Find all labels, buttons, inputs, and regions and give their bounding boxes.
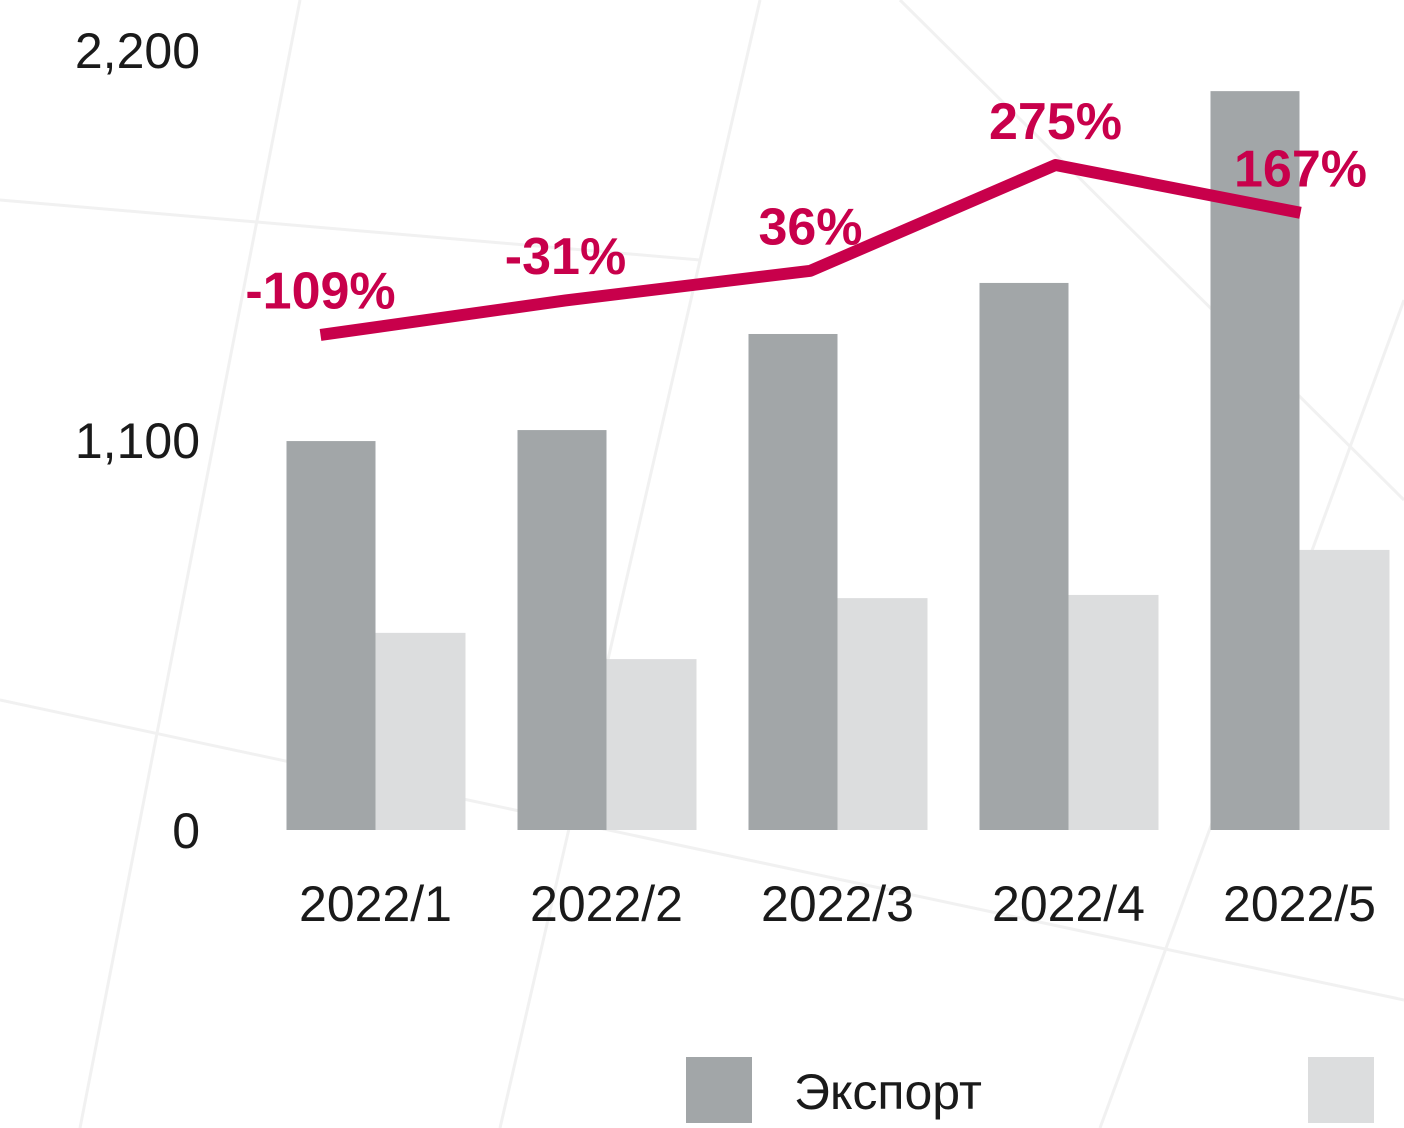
bar: [748, 333, 838, 830]
x-tick-label: 2022/1: [299, 876, 452, 932]
bar: [1068, 594, 1159, 830]
bar: [1299, 549, 1390, 830]
x-tick-label: 2022/5: [1223, 876, 1376, 932]
bar: [286, 441, 376, 830]
data-label: -31%: [505, 228, 626, 286]
y-tick-label: 2,200: [75, 23, 200, 79]
data-label: 167%: [1234, 141, 1367, 199]
line: [319, 159, 1302, 341]
x-tick-label: 2022/2: [530, 876, 683, 932]
x-tick-label: 2022/4: [992, 876, 1145, 932]
bar: [517, 430, 607, 830]
y-tick-label: 0: [172, 803, 200, 859]
x-tick-label: 2022/3: [761, 876, 914, 932]
bar: [979, 282, 1069, 830]
bar: [375, 632, 466, 830]
legend-swatch: [1308, 1057, 1374, 1123]
legend-swatch: [686, 1057, 752, 1123]
bar: [837, 598, 928, 830]
bar: [606, 659, 697, 830]
data-label: -109%: [245, 263, 395, 321]
data-label: 36%: [758, 199, 862, 257]
y-tick-label: 1,100: [75, 413, 200, 469]
data-label: 275%: [989, 93, 1122, 151]
legend-label: Экспорт: [794, 1064, 982, 1120]
